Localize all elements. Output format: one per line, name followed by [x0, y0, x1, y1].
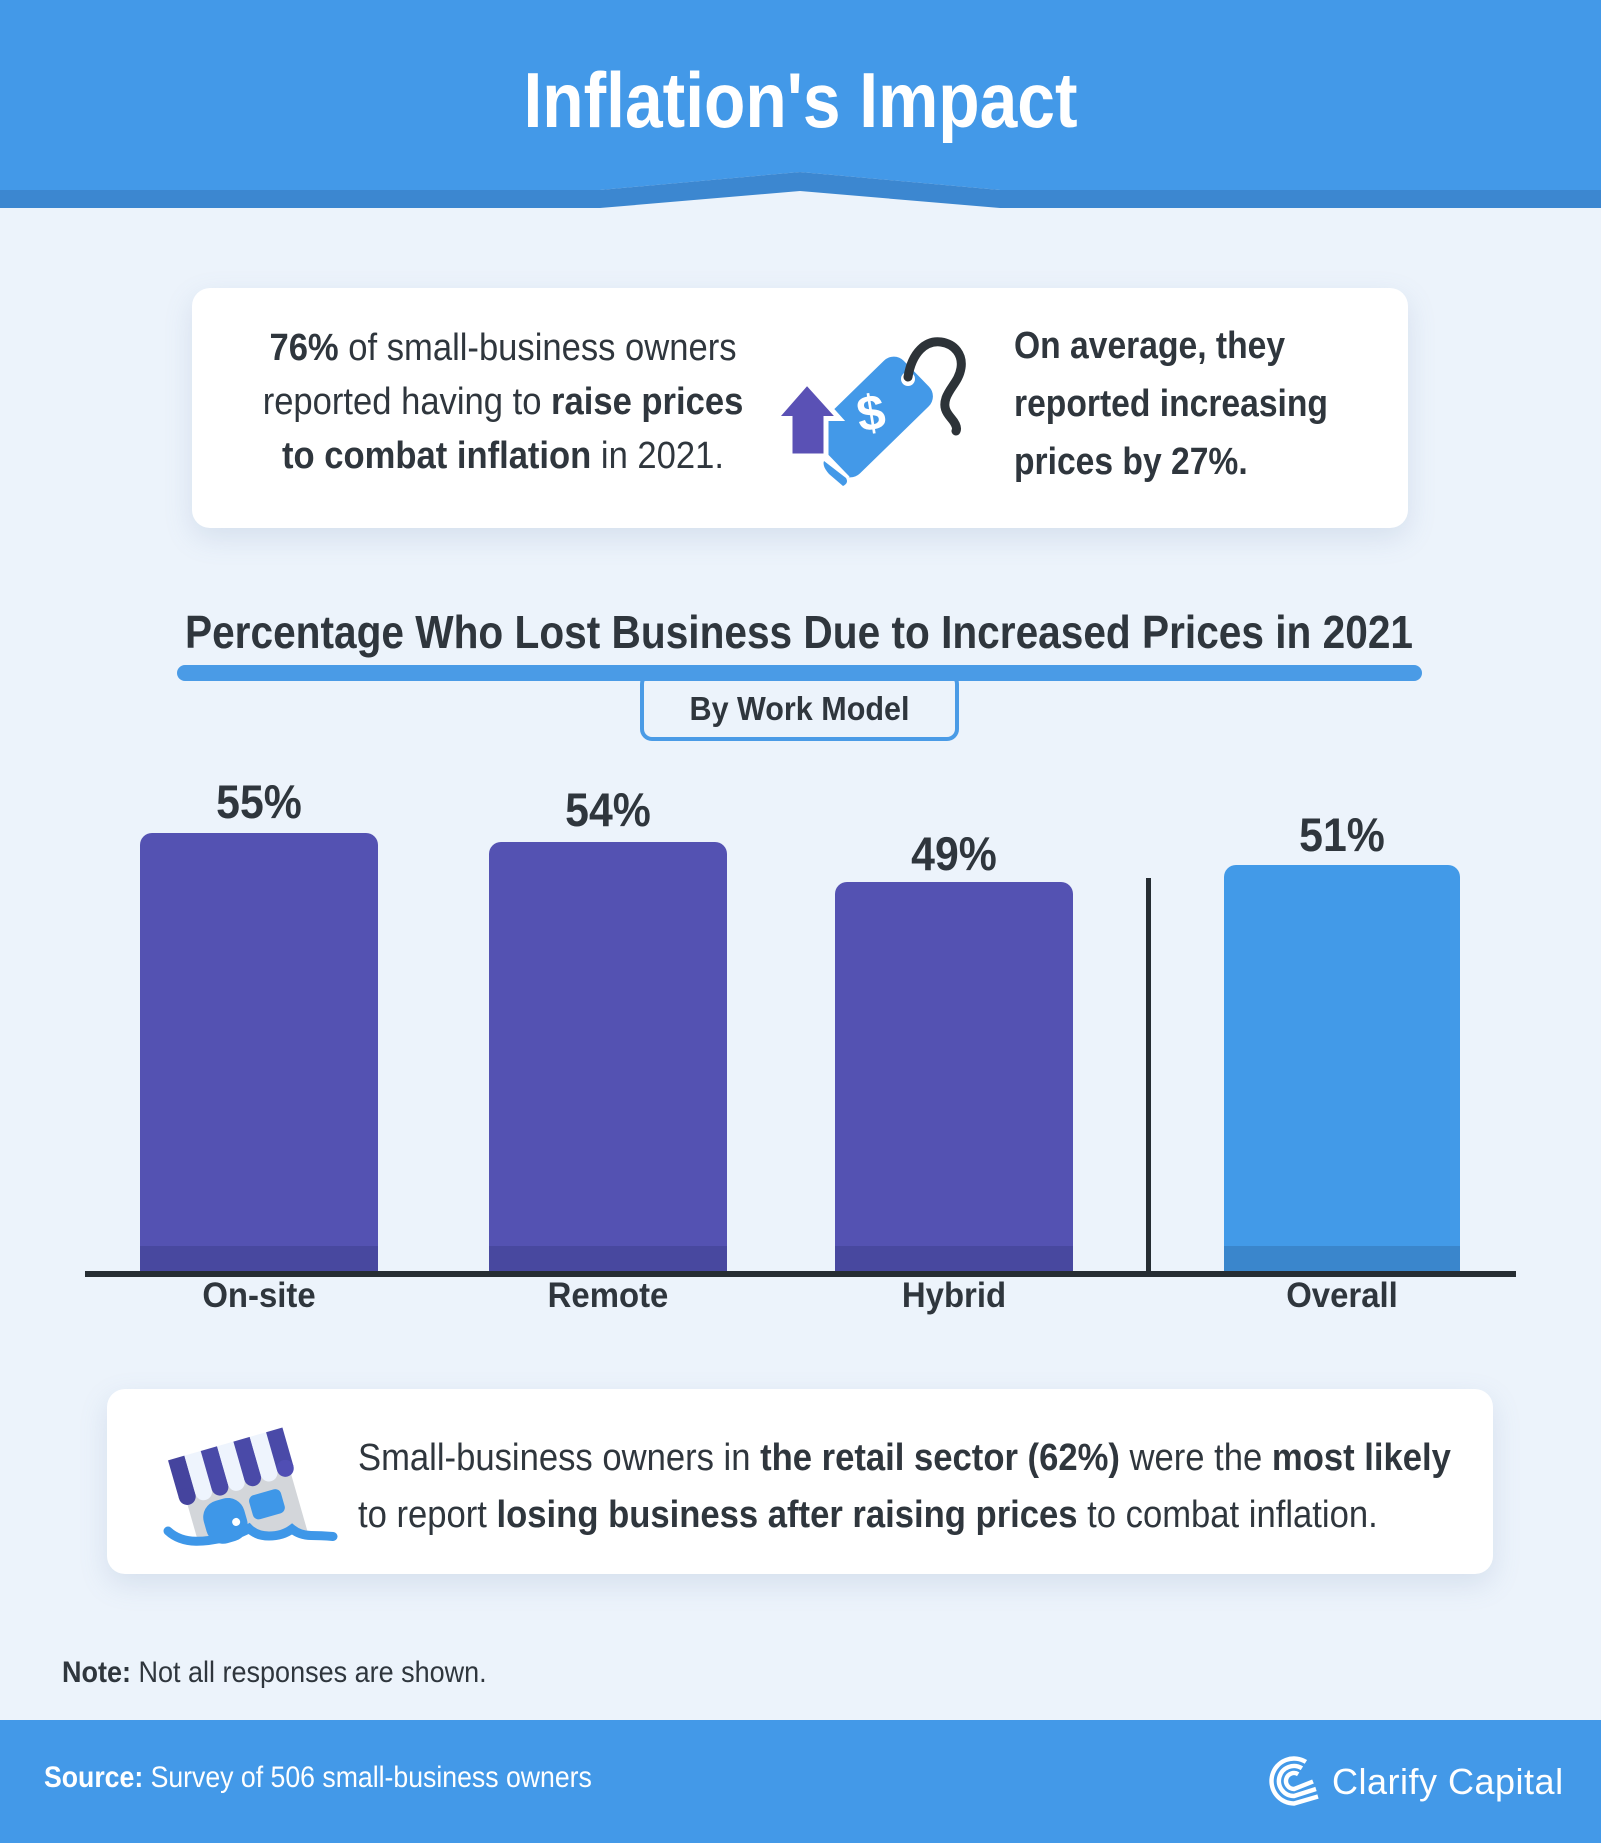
svg-text:Clarify Capital: Clarify Capital	[1332, 1761, 1564, 1802]
